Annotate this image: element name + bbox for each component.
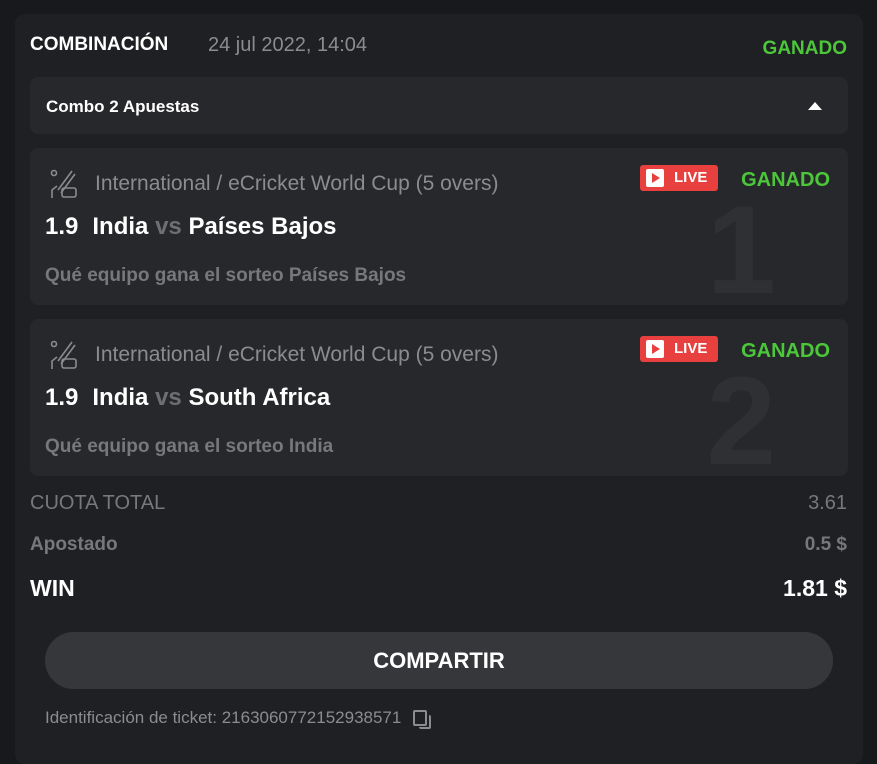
bet-item: 1 International / eCricket World Cup (5 … <box>30 148 848 305</box>
vs: vs <box>155 384 182 411</box>
league-name: International / eCricket World Cup (5 ov… <box>95 172 499 195</box>
total-odds-label: CUOTA TOTAL <box>30 492 166 514</box>
match: 1.9 India vs South Africa <box>45 384 330 412</box>
play-icon <box>646 169 664 187</box>
esports-gamepad-icon <box>50 169 77 198</box>
staked-label: Apostado <box>30 534 118 555</box>
chevron-up-icon <box>808 102 822 110</box>
combo-label: Combo 2 Apuestas <box>46 97 200 116</box>
away-team: Países Bajos <box>188 213 337 240</box>
share-button[interactable]: COMPARTIR <box>45 632 833 689</box>
odds: 1.9 <box>45 384 79 411</box>
ticket-header: COMBINACIÓN 24 jul 2022, 14:04 GANADO <box>30 32 847 62</box>
staked-row: Apostado 0.5 $ <box>30 534 847 556</box>
home-team: India <box>92 213 149 240</box>
live-badge: LIVE <box>640 336 718 362</box>
bet-index: 2 <box>706 352 776 476</box>
ticket-id: Identificación de ticket: 21630607721529… <box>45 708 432 729</box>
ticket-id-label: Identificación de ticket: 21630607721529… <box>45 708 402 727</box>
total-odds-value: 3.61 <box>808 492 847 514</box>
combo-toggle[interactable]: Combo 2 Apuestas <box>30 77 848 134</box>
away-team: South Africa <box>188 384 331 411</box>
live-label: LIVE <box>674 169 708 186</box>
odds: 1.9 <box>45 213 79 240</box>
win-label: WIN <box>30 575 75 601</box>
status-badge: GANADO <box>762 38 847 59</box>
match: 1.9 India vs Países Bajos <box>45 213 337 241</box>
staked-value: 0.5 $ <box>804 534 847 555</box>
bet-item: 2 International / eCricket World Cup (5 … <box>30 319 848 476</box>
live-badge: LIVE <box>640 165 718 191</box>
bet-status: GANADO <box>741 169 830 191</box>
vs: vs <box>155 213 182 240</box>
win-value: 1.81 $ <box>783 575 847 601</box>
bet-index: 1 <box>706 181 776 305</box>
win-row: WIN 1.81 $ <box>30 575 847 602</box>
home-team: India <box>92 384 149 411</box>
market: Qué equipo gana el sorteo India <box>45 436 334 457</box>
copy-icon[interactable] <box>413 709 432 729</box>
total-odds-row: CUOTA TOTAL 3.61 <box>30 492 847 515</box>
bet-type: COMBINACIÓN <box>30 34 169 55</box>
market: Qué equipo gana el sorteo Países Bajos <box>45 265 407 286</box>
league-name: International / eCricket World Cup (5 ov… <box>95 343 499 366</box>
bet-status: GANADO <box>741 340 830 362</box>
live-label: LIVE <box>674 340 708 357</box>
esports-gamepad-icon <box>50 340 77 369</box>
bet-date: 24 jul 2022, 14:04 <box>208 34 368 56</box>
play-icon <box>646 340 664 358</box>
